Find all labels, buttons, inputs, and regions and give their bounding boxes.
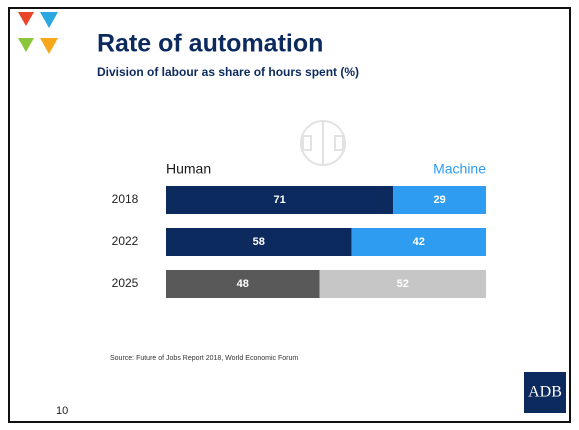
chart-title: Rate of automation: [97, 30, 323, 58]
corner-logo: [18, 12, 58, 54]
bar-segment: [166, 228, 352, 256]
bar-segment: [351, 228, 486, 256]
legend-label: Machine: [433, 161, 486, 177]
source-note: Source: Future of Jobs Report 2018, Worl…: [110, 355, 298, 362]
data-label: 58: [253, 236, 265, 248]
data-label: 71: [273, 194, 285, 206]
bar-segment: [166, 270, 320, 298]
chart-subtitle: Division of labour as share of hours spe…: [97, 65, 359, 79]
legend-label: Human: [166, 161, 211, 177]
category-label: 2022: [112, 234, 139, 248]
data-label: 52: [397, 278, 409, 290]
bar-segment: [319, 270, 486, 298]
bar-segment: [166, 186, 394, 214]
adb-logo: ADB: [528, 384, 562, 401]
data-label: 48: [237, 278, 249, 290]
bar-segment: [393, 186, 486, 214]
category-label: 2018: [112, 192, 139, 206]
adb-logo-box: [524, 372, 566, 413]
data-label: 42: [413, 236, 425, 248]
slide-frame: [8, 7, 571, 423]
page-number: 10: [56, 405, 68, 417]
data-label: 29: [433, 194, 445, 206]
category-label: 2025: [112, 276, 139, 290]
robot-icon: [300, 120, 346, 166]
